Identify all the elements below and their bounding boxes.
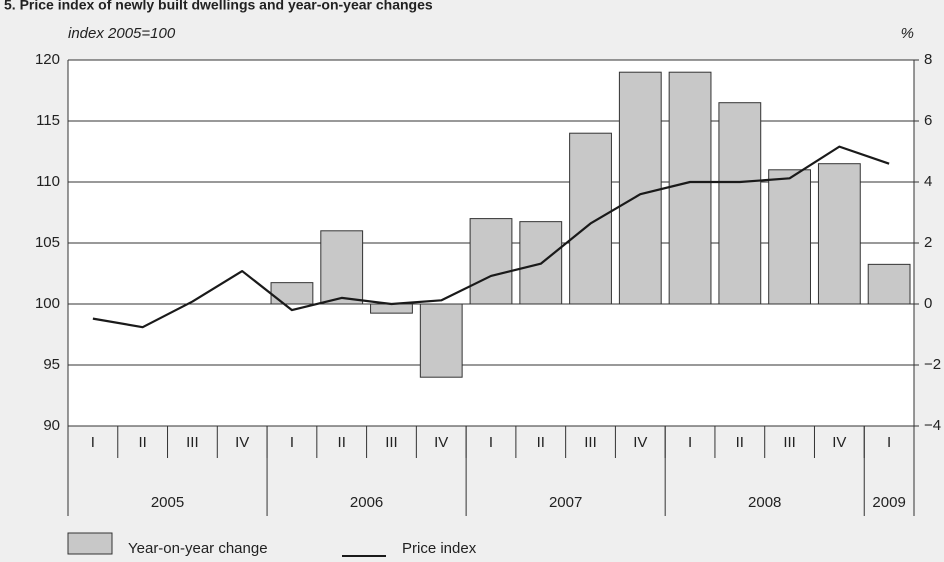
bar bbox=[668, 71, 712, 305]
x-tick-label: I bbox=[91, 434, 95, 451]
x-tick-label: II bbox=[138, 434, 146, 451]
y-axis-label: index 2005=100 bbox=[68, 25, 176, 42]
bar bbox=[718, 102, 762, 305]
group-label: 2008 bbox=[748, 494, 781, 511]
x-tick-label: III bbox=[783, 434, 796, 451]
y-tick-label: 110 bbox=[36, 173, 60, 190]
bar bbox=[370, 303, 413, 314]
y2-tick-label: −4 bbox=[924, 417, 941, 434]
group-label: 2009 bbox=[872, 494, 905, 511]
group-label: 2006 bbox=[350, 494, 383, 511]
y2-tick-label: 2 bbox=[924, 234, 932, 251]
x-tick-label: IV bbox=[633, 434, 647, 451]
bar bbox=[320, 230, 364, 305]
x-tick-label: IV bbox=[235, 434, 249, 451]
bar bbox=[469, 218, 513, 305]
bar bbox=[569, 132, 612, 305]
y-tick-label: 105 bbox=[35, 234, 60, 251]
y-tick-label: 115 bbox=[36, 112, 60, 129]
y2-tick-label: 4 bbox=[924, 173, 932, 190]
bar bbox=[419, 303, 463, 378]
x-tick-label: I bbox=[688, 434, 692, 451]
x-tick-label: I bbox=[290, 434, 294, 451]
y2-tick-label: 6 bbox=[924, 112, 932, 129]
x-tick-label: III bbox=[385, 434, 398, 451]
x-tick-label: II bbox=[736, 434, 744, 451]
y2-tick-label: −2 bbox=[924, 356, 941, 373]
group-label: 2005 bbox=[151, 494, 184, 511]
y2-tick-label: 8 bbox=[924, 51, 932, 68]
x-tick-label: IV bbox=[832, 434, 846, 451]
x-tick-label: IV bbox=[434, 434, 448, 451]
bar bbox=[618, 71, 662, 305]
x-tick-label: II bbox=[537, 434, 545, 451]
legend-label: Price index bbox=[402, 540, 477, 557]
bar bbox=[270, 282, 314, 305]
x-tick-label: III bbox=[186, 434, 199, 451]
x-tick-label: III bbox=[584, 434, 597, 451]
x-tick-label: I bbox=[887, 434, 891, 451]
legend-label: Year-on-year change bbox=[128, 540, 268, 557]
line bbox=[92, 145, 890, 329]
y-tick-label: 100 bbox=[35, 295, 60, 312]
y2-tick-label: 0 bbox=[924, 295, 932, 312]
bar bbox=[768, 169, 811, 305]
bar bbox=[867, 263, 911, 305]
bar bbox=[817, 163, 861, 305]
y-tick-label: 120 bbox=[35, 51, 60, 68]
y2-axis-label: % bbox=[901, 25, 914, 42]
y-tick-label: 90 bbox=[43, 417, 60, 434]
legend-swatch bbox=[67, 532, 113, 555]
x-tick-label: I bbox=[489, 434, 493, 451]
group-label: 2007 bbox=[549, 494, 582, 511]
y-tick-label: 95 bbox=[43, 356, 60, 373]
x-tick-label: II bbox=[338, 434, 346, 451]
chart-title: 5. Price index of newly built dwellings … bbox=[4, 0, 433, 13]
